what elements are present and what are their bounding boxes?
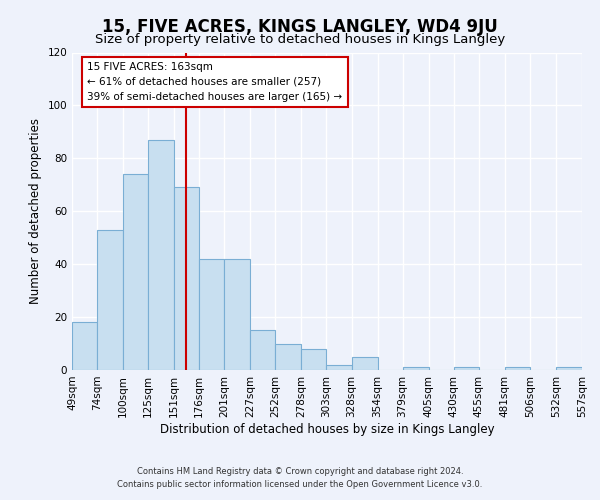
Text: Size of property relative to detached houses in Kings Langley: Size of property relative to detached ho… xyxy=(95,32,505,46)
Bar xyxy=(199,259,224,370)
Bar xyxy=(403,368,428,370)
Bar xyxy=(224,259,250,370)
Bar xyxy=(352,357,377,370)
Text: Contains HM Land Registry data © Crown copyright and database right 2024.
Contai: Contains HM Land Registry data © Crown c… xyxy=(118,468,482,489)
Bar xyxy=(148,140,174,370)
Bar xyxy=(250,330,275,370)
Bar xyxy=(556,368,582,370)
Bar xyxy=(454,368,479,370)
Bar xyxy=(505,368,530,370)
Y-axis label: Number of detached properties: Number of detached properties xyxy=(29,118,42,304)
Text: 15 FIVE ACRES: 163sqm
← 61% of detached houses are smaller (257)
39% of semi-det: 15 FIVE ACRES: 163sqm ← 61% of detached … xyxy=(88,62,343,102)
X-axis label: Distribution of detached houses by size in Kings Langley: Distribution of detached houses by size … xyxy=(160,422,494,436)
Bar xyxy=(301,349,326,370)
Bar xyxy=(97,230,123,370)
Bar xyxy=(275,344,301,370)
Bar xyxy=(326,364,352,370)
Bar xyxy=(123,174,148,370)
Bar xyxy=(72,322,97,370)
Bar xyxy=(174,188,199,370)
Text: 15, FIVE ACRES, KINGS LANGLEY, WD4 9JU: 15, FIVE ACRES, KINGS LANGLEY, WD4 9JU xyxy=(102,18,498,36)
